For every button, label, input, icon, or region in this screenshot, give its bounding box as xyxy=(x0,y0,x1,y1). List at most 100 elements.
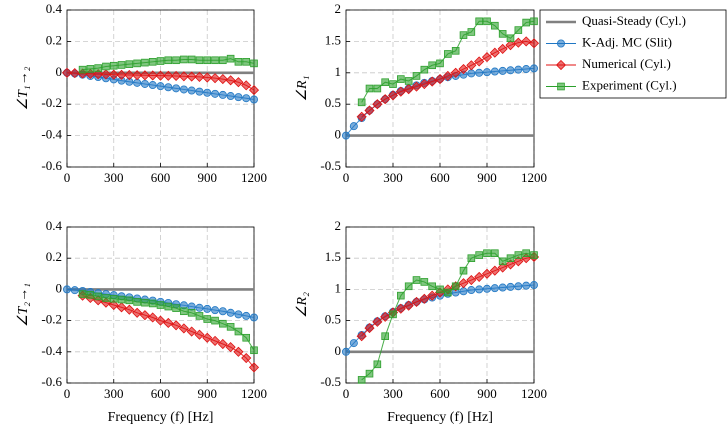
marker-square xyxy=(195,56,204,65)
marker-diamond xyxy=(466,60,477,71)
marker-square xyxy=(234,327,243,336)
marker-circle xyxy=(242,311,251,320)
marker-square xyxy=(102,294,110,302)
marker-diamond xyxy=(108,299,119,311)
marker-diamond xyxy=(171,70,182,82)
marker-diamond xyxy=(139,310,150,321)
marker-square xyxy=(86,65,95,73)
marker-square xyxy=(389,310,397,319)
marker-diamond xyxy=(186,71,197,82)
y-tick-label: 1.5 xyxy=(325,249,341,264)
x-tick-label: 900 xyxy=(198,386,218,401)
marker-circle xyxy=(234,93,243,102)
marker-circle xyxy=(234,310,243,319)
marker-square xyxy=(397,291,405,300)
marker-square xyxy=(389,80,397,88)
marker-circle xyxy=(156,82,165,91)
marker-circle xyxy=(195,303,204,312)
marker-square xyxy=(203,56,212,65)
marker-diamond xyxy=(458,63,469,75)
plot-frame xyxy=(345,9,535,168)
marker-square xyxy=(180,55,188,64)
marker-square xyxy=(381,78,389,87)
marker-square xyxy=(436,285,444,294)
marker-circle xyxy=(148,81,157,90)
y-tick-label: -0.2 xyxy=(41,312,62,327)
marker-diamond xyxy=(155,70,166,81)
marker-diamond xyxy=(139,70,150,81)
marker-square xyxy=(459,31,468,39)
marker-diamond xyxy=(69,68,80,79)
marker-diamond xyxy=(427,290,438,301)
marker-diamond xyxy=(225,75,236,86)
marker-diamond xyxy=(387,90,399,101)
marker-diamond xyxy=(233,346,244,357)
marker-circle xyxy=(475,285,484,294)
marker-square xyxy=(475,17,483,26)
marker-diamond xyxy=(395,86,406,97)
x-tick-label: 0 xyxy=(64,386,71,401)
marker-square xyxy=(164,56,173,65)
marker-circle xyxy=(514,282,523,291)
marker-diamond xyxy=(442,70,453,82)
marker-diamond xyxy=(147,312,158,323)
legend-label: K-Adj. MC (Slit) xyxy=(582,34,672,49)
x-tick-label: 0 xyxy=(343,170,350,185)
marker-diamond xyxy=(248,362,260,373)
marker-diamond xyxy=(450,67,461,78)
marker-diamond xyxy=(116,302,127,313)
marker-diamond xyxy=(489,47,500,58)
marker-diamond xyxy=(93,69,104,80)
marker-square xyxy=(133,298,141,306)
marker-circle xyxy=(349,339,358,348)
marker-square xyxy=(180,307,188,316)
marker-square xyxy=(148,299,157,308)
marker-square xyxy=(125,296,134,305)
marker-square xyxy=(117,295,126,304)
marker-circle xyxy=(242,94,251,103)
marker-circle xyxy=(218,90,227,99)
marker-circle xyxy=(226,92,235,101)
marker-square xyxy=(203,315,212,323)
marker-circle xyxy=(249,95,258,104)
y-tick-label: 0.4 xyxy=(46,1,63,16)
legend-marker xyxy=(557,39,566,48)
marker-diamond xyxy=(209,335,221,346)
marker-square xyxy=(436,59,444,68)
marker-square xyxy=(420,65,429,74)
marker-diamond xyxy=(248,85,260,96)
marker-square xyxy=(444,288,452,297)
marker-diamond xyxy=(209,73,221,84)
marker-diamond xyxy=(202,332,213,343)
y-axis-label: ∠R₂ xyxy=(295,292,310,318)
marker-diamond xyxy=(380,94,391,105)
y-tick-label: -0.6 xyxy=(41,374,62,389)
y-tick-label: 0.5 xyxy=(325,312,341,327)
marker-diamond xyxy=(497,262,508,273)
marker-diamond xyxy=(186,326,197,337)
y-tick-label: 1.5 xyxy=(325,32,341,47)
marker-circle xyxy=(490,67,499,76)
marker-square xyxy=(397,75,405,83)
marker-diamond xyxy=(372,99,383,110)
marker-diamond xyxy=(364,105,375,116)
x-axis-label: Frequency (f) [Hz] xyxy=(108,410,214,425)
marker-circle xyxy=(187,86,196,95)
y-tick-label: -0.4 xyxy=(41,127,62,142)
marker-diamond xyxy=(481,52,493,63)
marker-square xyxy=(195,312,204,320)
marker-square xyxy=(125,60,134,68)
marker-square xyxy=(117,61,126,69)
marker-square xyxy=(133,59,141,68)
marker-circle xyxy=(226,308,235,317)
legend-marker xyxy=(557,82,565,91)
y-axis-label: ∠T₂→₁ xyxy=(16,283,31,327)
marker-square xyxy=(211,56,219,65)
marker-square xyxy=(412,276,421,284)
y-axis-label: ∠T₁→₂ xyxy=(16,66,31,110)
marker-circle xyxy=(70,286,79,295)
marker-circle xyxy=(506,282,515,291)
legend-label: Quasi-Steady (Cyl.) xyxy=(582,13,686,28)
marker-circle xyxy=(341,347,350,356)
